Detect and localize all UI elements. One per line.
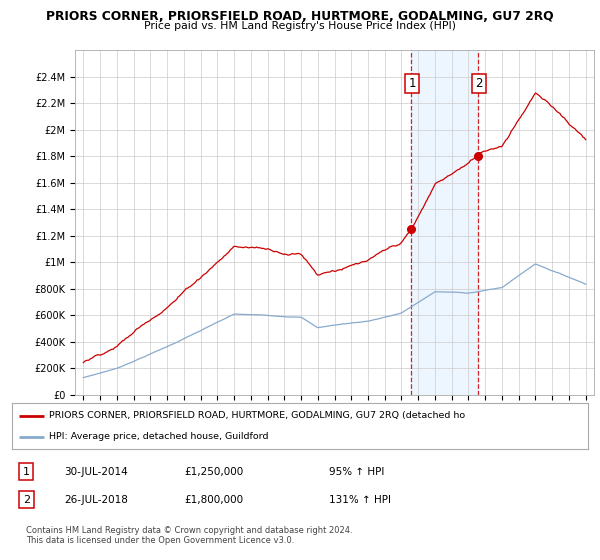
Text: 2: 2	[475, 77, 483, 90]
Text: 131% ↑ HPI: 131% ↑ HPI	[329, 495, 391, 505]
Text: 30-JUL-2014: 30-JUL-2014	[64, 466, 128, 477]
Text: 95% ↑ HPI: 95% ↑ HPI	[329, 466, 384, 477]
Text: PRIORS CORNER, PRIORSFIELD ROAD, HURTMORE, GODALMING, GU7 2RQ (detached ho: PRIORS CORNER, PRIORSFIELD ROAD, HURTMOR…	[49, 411, 466, 420]
Text: Contains HM Land Registry data © Crown copyright and database right 2024.
This d: Contains HM Land Registry data © Crown c…	[26, 526, 353, 545]
Text: £1,250,000: £1,250,000	[185, 466, 244, 477]
Text: £1,800,000: £1,800,000	[185, 495, 244, 505]
Text: Price paid vs. HM Land Registry's House Price Index (HPI): Price paid vs. HM Land Registry's House …	[144, 21, 456, 31]
Text: 1: 1	[23, 466, 30, 477]
Text: 2: 2	[23, 495, 30, 505]
Text: 1: 1	[408, 77, 416, 90]
Text: HPI: Average price, detached house, Guildford: HPI: Average price, detached house, Guil…	[49, 432, 269, 441]
Bar	[411, 50, 478, 395]
Text: 26-JUL-2018: 26-JUL-2018	[64, 495, 128, 505]
Text: PRIORS CORNER, PRIORSFIELD ROAD, HURTMORE, GODALMING, GU7 2RQ: PRIORS CORNER, PRIORSFIELD ROAD, HURTMOR…	[46, 10, 554, 23]
